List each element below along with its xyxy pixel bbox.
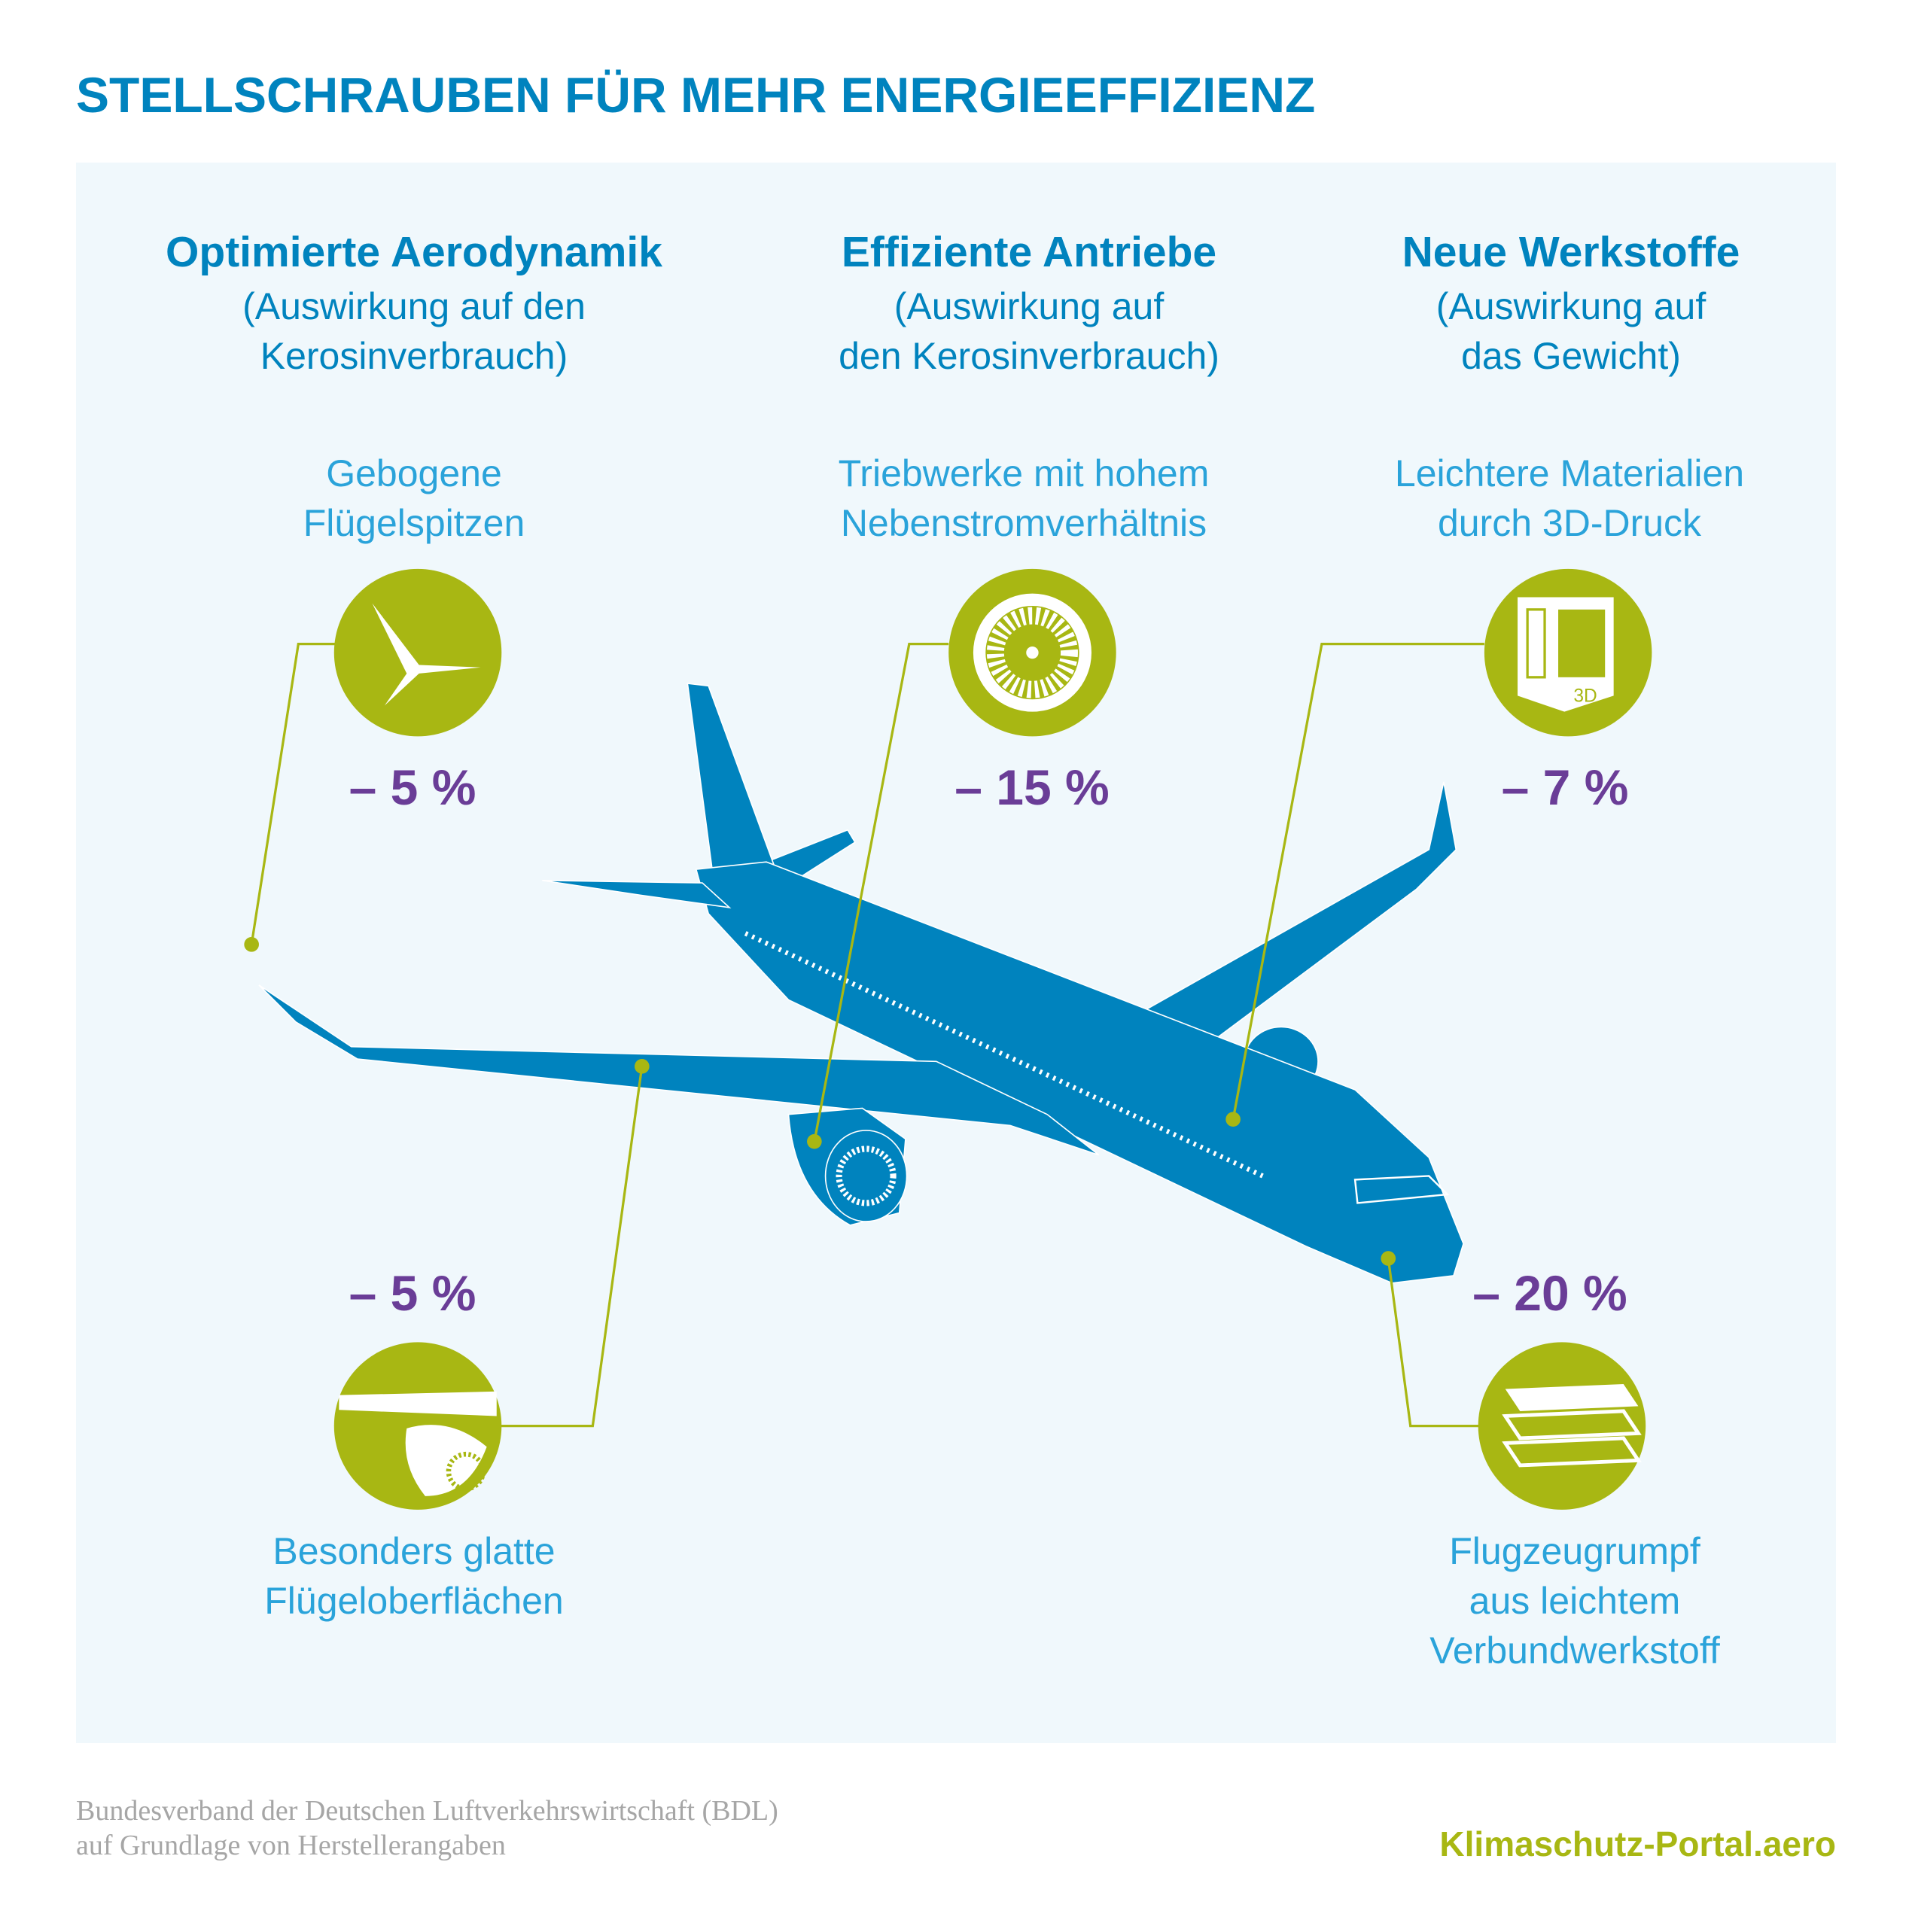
column-subtitle: (Auswirkung auf den Kerosinverbrauch) [839, 285, 1219, 377]
percent-value: – 15 % [954, 759, 1110, 815]
callout-lines [250, 643, 1484, 1428]
right-wing [1144, 781, 1457, 1042]
column-heading: Effiziente Antriebe [841, 228, 1217, 276]
percent-value: – 5 % [349, 759, 476, 815]
column-aerodynamics: Optimierte Aerodynamik (Auswirkung auf d… [128, 227, 700, 381]
winglet-icon [333, 568, 502, 737]
left-wing [258, 984, 1100, 1156]
airplane [258, 683, 1464, 1284]
layers-icon [1478, 1342, 1646, 1510]
turbofan-icon [948, 568, 1116, 737]
svg-text:3D: 3D [1573, 686, 1597, 707]
brand-link[interactable]: Klimaschutz-Portal.aero [1439, 1824, 1836, 1864]
page-title: STELLSCHRAUBEN FÜR MEHR ENERGIEEFFIZIENZ [76, 67, 1316, 123]
column-heading: Neue Werkstoffe [1402, 228, 1740, 276]
percent-value: – 7 % [1501, 759, 1629, 815]
percent-value: – 5 % [349, 1265, 476, 1321]
cockpit-windows [1353, 1175, 1450, 1204]
wing-surface-icon [333, 1342, 502, 1510]
column-materials: Neue Werkstoffe (Auswirkung auf das Gewic… [1285, 227, 1857, 381]
column-propulsion: Effiziente Antriebe (Auswirkung auf den K… [743, 227, 1315, 381]
column-heading: Optimierte Aerodynamik [166, 228, 662, 276]
left-engine-fan [836, 1146, 897, 1206]
source-note: Bundesverband der Deutschen Luftverkehrs… [76, 1795, 778, 1861]
callout-dots [244, 937, 1396, 1266]
column-subtitle: (Auswirkung auf den Kerosinverbrauch) [242, 285, 586, 377]
feature-label: Flugzeugrumpf aus leichtem Verbundwerkstof… [1429, 1530, 1720, 1672]
feature-label: Besonders glatte Flügeloberflächen [264, 1530, 564, 1622]
feature-label: Triebwerke mit hohem Nebenstromverhältnis [838, 452, 1210, 544]
column-subtitle: (Auswirkung auf das Gewicht) [1436, 285, 1706, 377]
tail-fin [687, 683, 775, 870]
left-engine-intake [824, 1130, 908, 1222]
left-stabilizer [542, 879, 732, 908]
3d-printer-icon: 3D [1484, 568, 1652, 737]
feature-label: Gebogene Flügelspitzen [303, 452, 525, 544]
fuselage [695, 861, 1464, 1284]
percent-value: – 20 % [1472, 1265, 1627, 1321]
feature-label: Leichtere Materialien durch 3D-Druck [1394, 452, 1745, 544]
